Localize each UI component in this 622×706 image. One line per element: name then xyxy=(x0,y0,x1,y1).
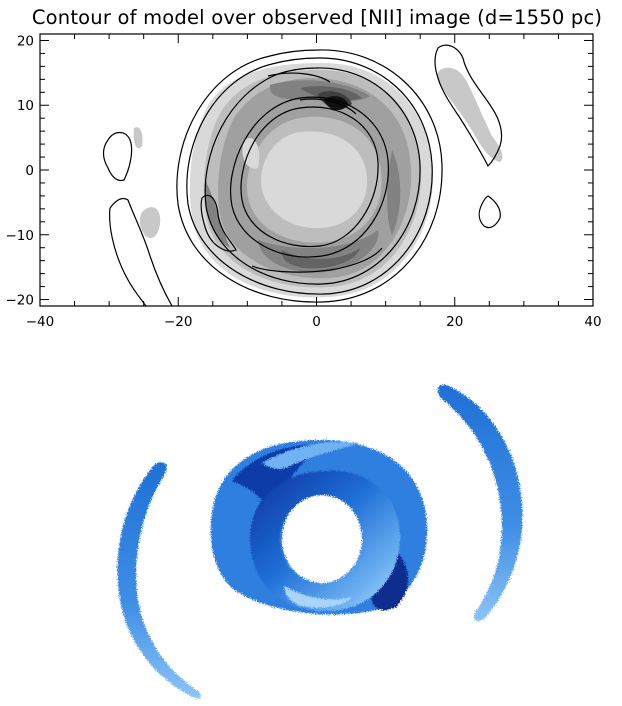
contour-e-loop xyxy=(478,195,501,229)
contour-plot: Contour of model over observed [NII] ima… xyxy=(6,6,602,330)
x-tick-label: −40 xyxy=(26,314,55,330)
image-light-patch-right xyxy=(310,170,340,201)
image-level-4-right xyxy=(387,150,401,235)
contour-figure-panel: Contour of model over observed [NII] ima… xyxy=(0,0,622,345)
figure-title: Contour of model over observed [NII] ima… xyxy=(32,6,602,29)
contour-outer-2 xyxy=(186,57,433,295)
image-blob-w xyxy=(133,127,143,149)
contour-left-small xyxy=(200,194,237,252)
contour-sw-arc xyxy=(109,197,173,306)
image-light-patch-left xyxy=(242,138,260,169)
y-tick-label: 10 xyxy=(17,98,34,114)
cylinder-top-rim xyxy=(262,441,360,470)
image-blob-ne xyxy=(437,67,503,162)
contour-outer xyxy=(176,49,443,303)
right-crescent-arc xyxy=(437,384,523,622)
contour-mid xyxy=(204,67,421,285)
y-tick-label: −20 xyxy=(6,293,35,309)
y-tick-label: −10 xyxy=(6,228,35,244)
contour-inner-2 xyxy=(240,106,379,248)
cylinder-bottom-highlight xyxy=(284,585,352,608)
contour-inner-bottom xyxy=(251,247,383,273)
image-level-5-bottom xyxy=(281,248,360,269)
cylinder-hole xyxy=(282,495,362,583)
x-tick-label: 0 xyxy=(312,314,321,330)
cylinder-dark-right xyxy=(371,551,409,611)
x-tick-label: 20 xyxy=(446,314,463,330)
tick-labels: −40 −20 0 20 40 20 10 0 −10 −20 xyxy=(6,33,602,330)
contour-w-loop xyxy=(102,131,133,182)
image-blob-sw xyxy=(139,207,161,239)
y-tick-label: 20 xyxy=(17,33,34,49)
left-crescent-arc xyxy=(117,461,201,699)
contour-inner-3 xyxy=(267,72,357,115)
model-render xyxy=(117,384,523,699)
rendered-model-panel xyxy=(0,345,622,702)
x-tick-label: −20 xyxy=(164,314,193,330)
tick-marks xyxy=(39,34,594,306)
contour-inner-1 xyxy=(230,96,389,258)
observed-nii-image xyxy=(133,62,503,298)
contour-ne-loop xyxy=(434,44,503,168)
x-tick-label: 40 xyxy=(584,314,601,330)
plot-axes: −40 −20 0 20 40 20 10 0 −10 −20 xyxy=(6,33,602,330)
model-contours xyxy=(102,44,503,306)
cylinder-front-ring xyxy=(250,470,400,611)
y-tick-label: 0 xyxy=(25,163,34,179)
